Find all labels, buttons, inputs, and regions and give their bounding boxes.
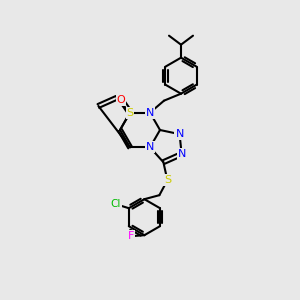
Text: O: O [117, 95, 125, 105]
Text: N: N [146, 142, 154, 152]
Text: Cl: Cl [111, 199, 121, 209]
Text: S: S [126, 108, 134, 118]
Text: N: N [146, 108, 154, 118]
Text: N: N [178, 149, 186, 159]
Text: S: S [164, 175, 171, 185]
Text: F: F [128, 231, 135, 241]
Text: N: N [176, 129, 184, 139]
